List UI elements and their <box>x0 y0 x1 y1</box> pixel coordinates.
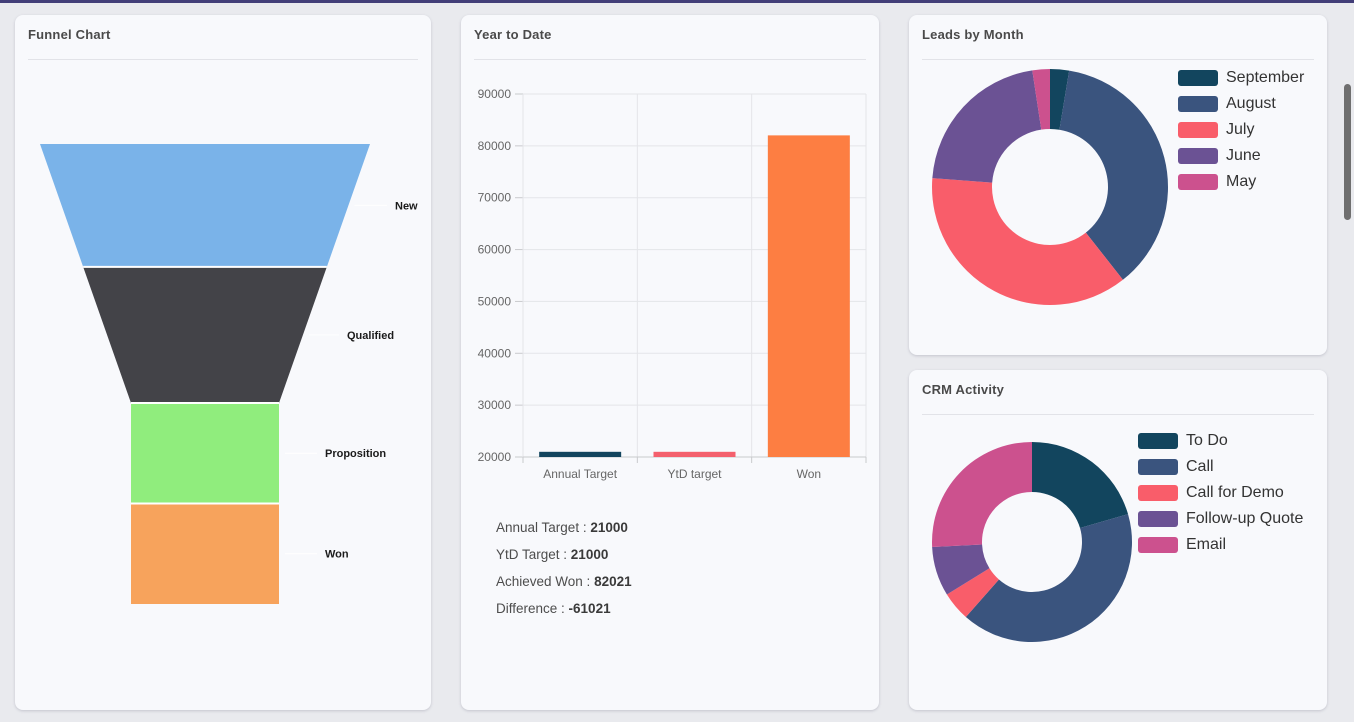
year-to-date-bar-chart-svg: 20000 30000 40000 50000 60000 70000 80000 90000… <box>478 87 867 481</box>
legend-item-june[interactable]: June <box>1178 148 1304 164</box>
summary-value: 82021 <box>594 574 632 589</box>
panel-header: Leads by Month <box>909 15 1327 60</box>
donut-slice-august[interactable] <box>1059 70 1169 280</box>
y-axis-label: 20000 <box>478 450 512 464</box>
top-accent-bar <box>0 0 1354 3</box>
funnel-label-proposition: Proposition <box>325 448 386 460</box>
legend-label: September <box>1226 69 1305 86</box>
legend-swatch <box>1178 96 1218 112</box>
legend-label: July <box>1226 121 1255 138</box>
divider <box>474 59 866 60</box>
crm-activity-body: To Do Call Call for Demo Follow-up Quote Ema… <box>909 415 1327 710</box>
summary-line-achieved-won: Achieved Won : 82021 <box>496 574 632 589</box>
panel-title: CRM Activity <box>922 382 1005 397</box>
legend-label: June <box>1226 147 1261 164</box>
funnel-chart-panel: Funnel Chart New Qualified Proposition Won <box>15 15 431 710</box>
x-axis-label: YtD target <box>667 467 722 481</box>
leads-by-month-donut-svg <box>932 69 1169 305</box>
legend-item-call-for-demo[interactable]: Call for Demo <box>1138 485 1303 501</box>
crm-activity-donut-svg <box>932 442 1133 642</box>
legend-label: Email <box>1186 536 1227 553</box>
bar-ytd-target[interactable] <box>653 451 736 457</box>
donut-slice-call-for-demo[interactable] <box>946 568 999 618</box>
x-axis-label: Won <box>797 467 821 481</box>
funnel-label-won: Won <box>325 549 349 561</box>
summary-line-difference: Difference : -61021 <box>496 601 611 616</box>
leads-by-month-panel: Leads by Month September August July June Ma… <box>909 15 1327 355</box>
y-axis-label: 30000 <box>478 398 512 412</box>
legend-swatch <box>1178 148 1218 164</box>
bar-annual-target[interactable] <box>539 451 622 457</box>
summary-value: 21000 <box>570 547 609 562</box>
y-axis-label: 80000 <box>478 139 512 153</box>
legend-item-to-do[interactable]: To Do <box>1138 433 1303 449</box>
legend-item-may[interactable]: May <box>1178 174 1304 190</box>
legend-label: Call for Demo <box>1186 484 1284 501</box>
summary-value: 21000 <box>590 520 628 535</box>
panel-title: Leads by Month <box>922 27 1024 42</box>
legend-swatch <box>1138 459 1178 475</box>
divider <box>922 414 1314 415</box>
y-axis-label: 70000 <box>478 191 512 205</box>
panel-header: Funnel Chart <box>15 15 431 60</box>
funnel-chart-svg: New Qualified Proposition Won <box>40 144 418 604</box>
divider <box>922 59 1314 60</box>
legend-item-follow-up-quote[interactable]: Follow-up Quote <box>1138 511 1303 527</box>
y-axis-label: 40000 <box>478 346 512 360</box>
crm-activity-legend: To Do Call Call for Demo Follow-up Quote Ema… <box>1138 433 1303 563</box>
panel-header: Year to Date <box>461 15 879 60</box>
legend-swatch <box>1138 537 1178 553</box>
year-to-date-panel: Year to Date 20000 30000 40000 50000 60000 70… <box>461 15 879 710</box>
legend-swatch <box>1138 511 1178 527</box>
crm-activity-panel: CRM Activity To Do Call Call for Demo Follo… <box>909 370 1327 710</box>
donut-slice-follow-up-quote[interactable] <box>932 544 990 595</box>
leads-by-month-body: September August July June May <box>909 60 1327 355</box>
summary-line-ytd-target: YtD Target : 21000 <box>496 547 609 562</box>
legend-swatch <box>1178 70 1218 86</box>
summary-line-annual-target: Annual Target : 21000 <box>496 520 628 535</box>
vertical-scrollbar-thumb[interactable] <box>1344 84 1351 220</box>
legend-label: May <box>1226 173 1257 190</box>
summary-value: -61021 <box>568 601 611 616</box>
donut-slice-email[interactable] <box>932 442 1032 548</box>
funnel-segment-proposition[interactable] <box>130 402 280 504</box>
bar-won[interactable] <box>767 135 850 457</box>
y-axis-label: 50000 <box>478 294 512 308</box>
legend-label: Call <box>1186 458 1214 475</box>
funnel-label-qualified: Qualified <box>347 330 394 342</box>
donut-slice-july[interactable] <box>932 178 1123 305</box>
donut-slice-september[interactable] <box>1050 69 1070 130</box>
legend-label: August <box>1226 95 1276 112</box>
legend-item-email[interactable]: Email <box>1138 537 1303 553</box>
donut-slice-call[interactable] <box>965 514 1133 642</box>
panel-title: Year to Date <box>474 27 552 42</box>
funnel-segment-new[interactable] <box>40 144 370 267</box>
panel-title: Funnel Chart <box>28 27 111 42</box>
funnel-segment-won[interactable] <box>131 503 279 604</box>
legend-item-july[interactable]: July <box>1178 122 1304 138</box>
legend-swatch <box>1178 122 1218 138</box>
legend-item-august[interactable]: August <box>1178 96 1304 112</box>
y-axis-label: 90000 <box>478 87 512 101</box>
y-axis-label: 60000 <box>478 243 512 257</box>
legend-item-call[interactable]: Call <box>1138 459 1303 475</box>
donut-slice-june[interactable] <box>932 70 1042 183</box>
panel-header: CRM Activity <box>909 370 1327 415</box>
funnel-label-new: New <box>395 200 418 212</box>
leads-by-month-legend: September August July June May <box>1178 70 1304 200</box>
legend-swatch <box>1138 485 1178 501</box>
legend-swatch <box>1178 174 1218 190</box>
ytd-summary: Annual Target : 21000 YtD Target : 21000 A… <box>496 521 632 629</box>
legend-item-september[interactable]: September <box>1178 70 1304 86</box>
legend-label: To Do <box>1186 432 1228 449</box>
donut-slice-to-do[interactable] <box>1032 442 1129 529</box>
donut-slice-may[interactable] <box>1032 69 1050 130</box>
funnel-segment-qualified[interactable] <box>83 266 327 403</box>
legend-label: Follow-up Quote <box>1186 510 1304 527</box>
divider <box>28 59 418 60</box>
funnel-chart-body: New Qualified Proposition Won <box>15 60 431 710</box>
x-axis-label: Annual Target <box>543 467 618 481</box>
year-to-date-body: 20000 30000 40000 50000 60000 70000 80000 90000… <box>461 60 879 710</box>
legend-swatch <box>1138 433 1178 449</box>
